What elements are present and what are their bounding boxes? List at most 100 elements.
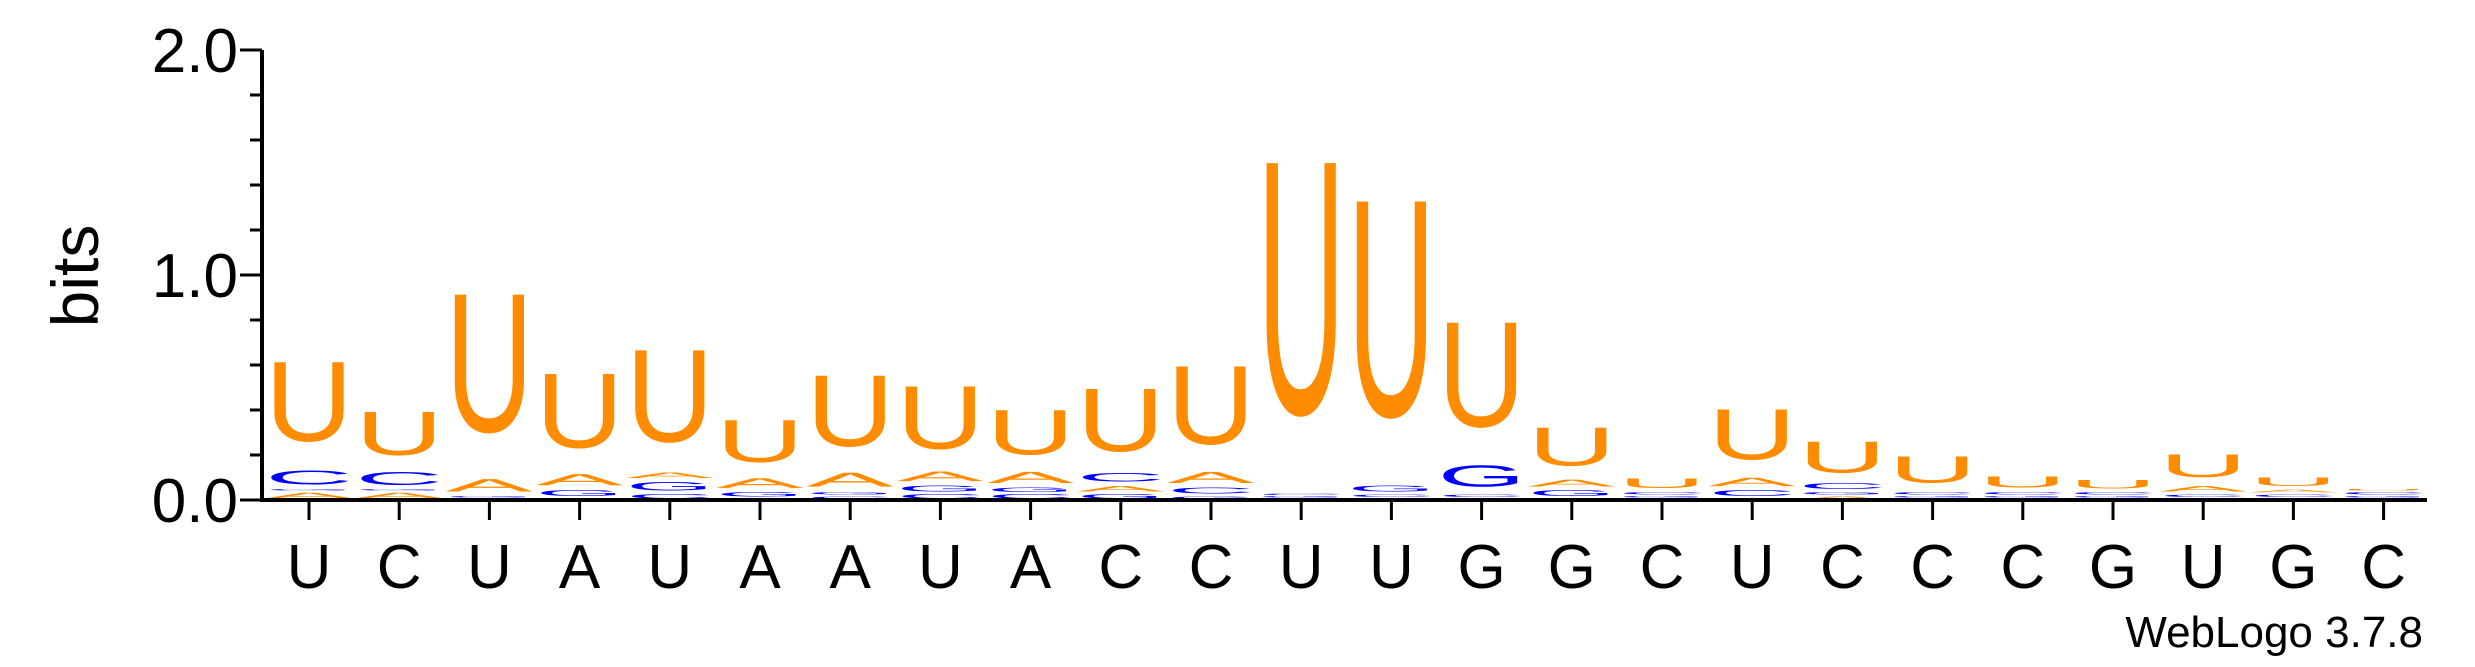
logo-letter-U: U	[2340, 489, 2428, 491]
logo-letter-C: C	[1618, 491, 1706, 495]
logo-letter-C: C	[2249, 493, 2337, 497]
logo-letter-G: G	[355, 489, 443, 491]
x-tick-label: G	[1548, 533, 1596, 602]
logo-letter-U: U	[355, 398, 443, 468]
logo-letter-C: C	[2159, 493, 2247, 497]
logo-letter-C: C	[355, 469, 443, 489]
x-tick-label: A	[739, 533, 781, 602]
y-tick-label: 1.0	[152, 242, 238, 311]
x-tick-label: U	[467, 533, 512, 602]
logo-letter-C: C	[1167, 487, 1255, 496]
logo-letter-G: G	[1979, 495, 2067, 497]
logo-letter-A: A	[1167, 468, 1255, 486]
x-tick-label: C	[1098, 533, 1143, 602]
logo-letter-A: A	[2159, 484, 2247, 493]
logo-letter-A: A	[1708, 475, 1797, 488]
x-tick-label: U	[2181, 533, 2226, 602]
x-tick-label: A	[1010, 533, 1052, 602]
logo-letter-U: U	[265, 338, 353, 466]
x-tick-label: C	[1189, 533, 1234, 602]
logo-letter-G: G	[626, 480, 714, 493]
logo-letter-U: U	[806, 353, 894, 468]
x-tick-label: C	[1820, 533, 1865, 602]
logo-letter-A: A	[1798, 495, 1886, 499]
logo-letter-C: C	[1347, 493, 1435, 497]
logo-letter-U: U	[987, 396, 1075, 468]
logo-letter-U: U	[2159, 448, 2247, 484]
logo-letter-G: G	[1167, 496, 1255, 500]
logo-letter-A: A	[716, 475, 805, 491]
logo-letter-A: A	[355, 491, 443, 500]
logo-letter-C: C	[1257, 493, 1345, 495]
logo-letter-G: G	[1798, 491, 1886, 495]
logo-letter-G: G	[1438, 459, 1526, 493]
logo-letter-C: C	[1708, 489, 1796, 498]
logo-letter-U: U	[1077, 369, 1165, 470]
logo-letter-C: C	[806, 496, 894, 500]
logo-letter-U: U	[1167, 342, 1255, 468]
logo-letter-U: U	[445, 252, 533, 474]
logo-letter-A: A	[626, 471, 714, 480]
logo-letter-U: U	[1618, 475, 1706, 491]
logo-letter-A: A	[987, 468, 1075, 486]
logo-letter-G: G	[265, 489, 353, 491]
x-tick-label: U	[918, 533, 963, 602]
logo-letter-G: G	[2069, 495, 2157, 497]
y-axis: 0.0 1.0 2.0 bits	[38, 17, 264, 536]
logo-letter-G: G	[1347, 484, 1435, 493]
logo-letter-U: U	[716, 408, 804, 475]
logo-letter-C: C	[626, 493, 714, 500]
logo-letter-G: G	[536, 489, 624, 498]
x-tick-label: U	[1279, 533, 1324, 602]
logo-letter-U: U	[536, 351, 624, 470]
x-tick-label: U	[1730, 533, 1775, 602]
x-tick-label: A	[830, 533, 872, 602]
logo-letter-A: A	[1528, 477, 1616, 488]
y-tick-label: 2.0	[152, 17, 238, 86]
logo-letter-C: C	[265, 466, 353, 489]
x-tick-label: G	[1457, 533, 1505, 602]
logo-letter-G: G	[1528, 489, 1616, 498]
y-axis-label: bits	[38, 225, 112, 328]
x-tick-label: U	[1369, 533, 1414, 602]
logo-letter-G: G	[806, 491, 894, 495]
logo-letter-U: U	[1438, 291, 1526, 459]
x-tick-label: C	[2000, 533, 2045, 602]
x-tick-label: C	[1910, 533, 1955, 602]
logo-letter-C: C	[1438, 493, 1526, 497]
x-tick-label: G	[2269, 533, 2317, 602]
x-tick-label: U	[287, 533, 332, 602]
logo-letter-C: C	[896, 493, 984, 500]
logo-letter-U: U	[1798, 433, 1886, 482]
logo-letter-C: C	[2340, 491, 2428, 495]
x-tick-label: G	[2089, 533, 2137, 602]
logo-letter-U: U	[1889, 448, 1977, 491]
logo-letter-U: U	[1257, 86, 1345, 491]
logo-letter-G: G	[896, 484, 984, 493]
logo-letter-A: A	[2249, 489, 2337, 493]
x-tick-label: C	[377, 533, 422, 602]
x-tick-label: C	[2361, 533, 2406, 602]
logo-letter-A: A	[1077, 484, 1165, 493]
logo-letter-G: G	[1257, 495, 1345, 497]
logo-letter-A: A	[265, 491, 353, 500]
logo-letter-G: G	[987, 486, 1075, 493]
logo-letter-C: C	[987, 493, 1075, 500]
logo-letter-A: A	[806, 468, 894, 490]
logo-letter-U: U	[2069, 478, 2157, 491]
logo-letter-G: G	[2340, 495, 2428, 497]
letter-stacks: AGCUAGCUCGAUCGAUCGAUCGAUCGAUCGAUCGAUGACU…	[265, 86, 2428, 500]
logo-letter-U: U	[1979, 473, 2067, 491]
logo-letter-A: A	[536, 471, 624, 489]
logo-letter-U: U	[2249, 475, 2337, 488]
logo-letter-U: U	[1347, 135, 1435, 483]
logo-letter-C: C	[1798, 482, 1886, 491]
logo-letter-G: G	[445, 495, 533, 497]
logo-letter-C: C	[1979, 491, 2067, 495]
logo-letter-A: A	[896, 468, 985, 484]
logo-letter-G: G	[1077, 493, 1165, 500]
logo-letter-U: U	[1708, 394, 1796, 475]
logo-letter-A: A	[445, 475, 533, 495]
logo-letter-C: C	[1889, 491, 1977, 495]
